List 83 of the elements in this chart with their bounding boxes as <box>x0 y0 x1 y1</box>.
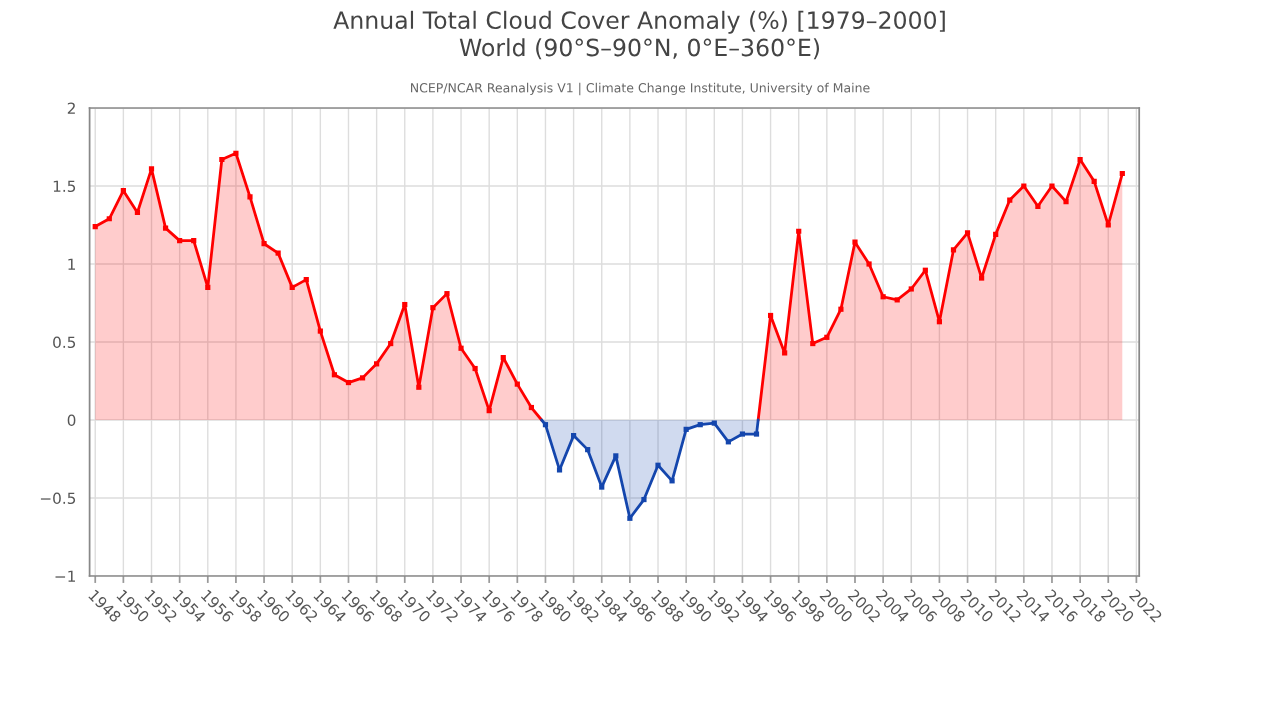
point <box>753 431 760 437</box>
y-tick-label: −0.5 <box>40 492 76 505</box>
point <box>556 467 563 473</box>
point <box>359 375 366 381</box>
point <box>894 297 900 303</box>
point <box>374 361 380 367</box>
point <box>1077 156 1083 163</box>
point <box>331 372 338 378</box>
y-tick-label: 0.5 <box>53 336 76 349</box>
point <box>964 230 971 236</box>
point <box>486 408 492 414</box>
point <box>767 312 774 319</box>
point <box>205 284 211 290</box>
point <box>458 345 464 351</box>
point <box>824 334 830 340</box>
point <box>303 277 309 283</box>
point <box>191 238 197 244</box>
point <box>345 379 352 386</box>
y-tick-label: 0 <box>67 414 76 427</box>
y-tick-label: 2 <box>67 102 75 114</box>
point <box>106 216 112 222</box>
point <box>739 431 746 437</box>
chart-title: Annual Total Cloud Cover Anomaly (%) [1979–2000] World (90°S–90°N, 0°E–360°E) <box>333 10 945 60</box>
point <box>148 166 155 172</box>
point <box>627 515 633 521</box>
point <box>388 340 394 347</box>
point <box>162 225 169 231</box>
point <box>1007 197 1013 203</box>
point <box>796 228 802 234</box>
point <box>416 384 422 390</box>
point <box>838 306 844 312</box>
point <box>542 422 549 428</box>
point <box>866 261 872 267</box>
point <box>599 484 605 490</box>
point <box>528 404 534 411</box>
point <box>641 496 647 503</box>
point <box>950 247 957 253</box>
point <box>908 286 914 292</box>
point <box>1049 183 1055 189</box>
point <box>219 156 225 163</box>
point <box>92 223 98 230</box>
point <box>697 422 703 428</box>
point <box>1105 222 1111 228</box>
point <box>810 340 816 347</box>
point <box>134 209 141 216</box>
point <box>993 231 999 237</box>
point <box>585 447 591 453</box>
point <box>669 478 675 484</box>
chart-subtitle: NCEP/NCAR Reanalysis V1 | Climate Change Institute, University of Maine <box>411 82 870 96</box>
point <box>247 194 253 200</box>
point <box>922 267 928 273</box>
point <box>402 301 408 308</box>
y-tick-label: 1 <box>68 258 75 270</box>
point <box>1035 203 1041 209</box>
point <box>233 150 239 156</box>
point <box>289 284 295 290</box>
point <box>275 250 281 256</box>
point <box>261 241 267 247</box>
point <box>683 426 689 432</box>
point <box>177 238 183 244</box>
point <box>936 319 943 325</box>
point <box>317 328 323 334</box>
point <box>1091 178 1097 184</box>
point <box>444 291 450 297</box>
y-tick-label: 1.5 <box>53 180 76 193</box>
point <box>514 381 520 387</box>
y-tick-label: −1 <box>55 570 75 582</box>
point <box>613 453 619 459</box>
point <box>500 355 506 361</box>
point <box>1063 199 1069 205</box>
point <box>979 275 985 281</box>
point <box>725 439 731 445</box>
point <box>852 239 858 245</box>
point <box>472 365 478 372</box>
point <box>711 420 717 426</box>
point <box>655 462 661 468</box>
point <box>430 305 436 311</box>
point <box>1119 170 1125 177</box>
point <box>880 294 886 300</box>
point <box>120 188 126 194</box>
point <box>1021 183 1027 189</box>
point <box>571 433 577 439</box>
point <box>782 350 788 356</box>
